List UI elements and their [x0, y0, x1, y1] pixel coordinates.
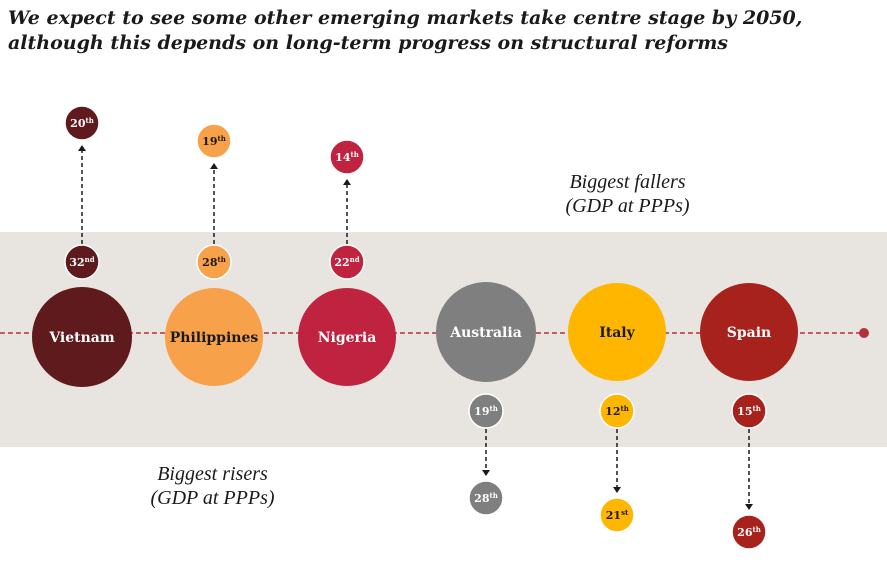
- country-name-vietnam: Vietnam: [48, 330, 115, 346]
- current-rank-label-vietnam: 32nd: [69, 255, 94, 269]
- current-rank-label-australia: 19th: [474, 404, 498, 418]
- current-rank-label-philippines: 28th: [202, 255, 226, 269]
- country-name-nigeria: Nigeria: [318, 330, 377, 346]
- fallers-caption-line-2: (GDP at PPPs): [565, 195, 690, 217]
- risers-caption-line-2: (GDP at PPPs): [150, 487, 275, 509]
- future-rank-label-spain: 26th: [737, 525, 761, 539]
- current-rank-label-spain: 15th: [737, 404, 761, 418]
- country-australia: Australia 19th 28th: [436, 282, 536, 516]
- timeline-end-dot: [859, 328, 869, 338]
- country-name-philippines: Philippines: [170, 330, 259, 346]
- current-rank-bubble-nigeria: [329, 244, 365, 280]
- future-rank-bubble-italy: [599, 497, 635, 533]
- country-bubble-australia: [436, 282, 536, 382]
- country-bubble-nigeria: [298, 288, 396, 386]
- country-name-australia: Australia: [449, 325, 522, 341]
- country-vietnam: Vietnam 32nd 20th: [32, 105, 132, 387]
- country-italy: Italy 12th 21st: [568, 283, 666, 533]
- current-rank-bubble-australia: [468, 393, 504, 429]
- country-bubble-italy: [568, 283, 666, 381]
- biggest-risers-caption: Biggest risers (GDP at PPPs): [115, 462, 310, 510]
- risers-caption-line-1: Biggest risers: [157, 463, 268, 485]
- fallers-caption-line-1: Biggest fallers: [569, 171, 686, 193]
- future-rank-label-australia: 28th: [474, 491, 498, 505]
- biggest-fallers-caption: Biggest fallers (GDP at PPPs): [530, 170, 725, 218]
- future-rank-label-italy: 21st: [606, 508, 629, 522]
- current-rank-label-nigeria: 22nd: [334, 255, 359, 269]
- title-line-1: We expect to see some other emerging mar…: [8, 7, 803, 29]
- country-nigeria: Nigeria 22nd 14th: [298, 139, 396, 386]
- country-bubble-philippines: [165, 288, 263, 386]
- future-rank-bubble-philippines: [196, 123, 232, 159]
- country-bubble-vietnam: [32, 287, 132, 387]
- future-rank-label-vietnam: 20th: [70, 116, 94, 130]
- current-rank-bubble-philippines: [196, 244, 232, 280]
- country-name-spain: Spain: [727, 325, 771, 341]
- future-rank-bubble-spain: [731, 514, 767, 550]
- future-rank-label-nigeria: 14th: [335, 150, 359, 164]
- country-spain: Spain 15th 26th: [700, 283, 798, 550]
- future-rank-bubble-nigeria: [329, 139, 365, 175]
- future-rank-bubble-australia: [468, 480, 504, 516]
- current-rank-label-italy: 12th: [605, 404, 629, 418]
- country-name-italy: Italy: [599, 325, 635, 341]
- country-bubble-spain: [700, 283, 798, 381]
- title-line-2: although this depends on long-term progr…: [8, 32, 728, 54]
- future-rank-label-philippines: 19th: [202, 134, 226, 148]
- country-philippines: Philippines 28th 19th: [165, 123, 263, 386]
- current-rank-bubble-vietnam: [64, 244, 100, 280]
- page-title: We expect to see some other emerging mar…: [8, 6, 878, 56]
- future-rank-bubble-vietnam: [64, 105, 100, 141]
- current-rank-bubble-italy: [599, 393, 635, 429]
- current-rank-bubble-spain: [731, 393, 767, 429]
